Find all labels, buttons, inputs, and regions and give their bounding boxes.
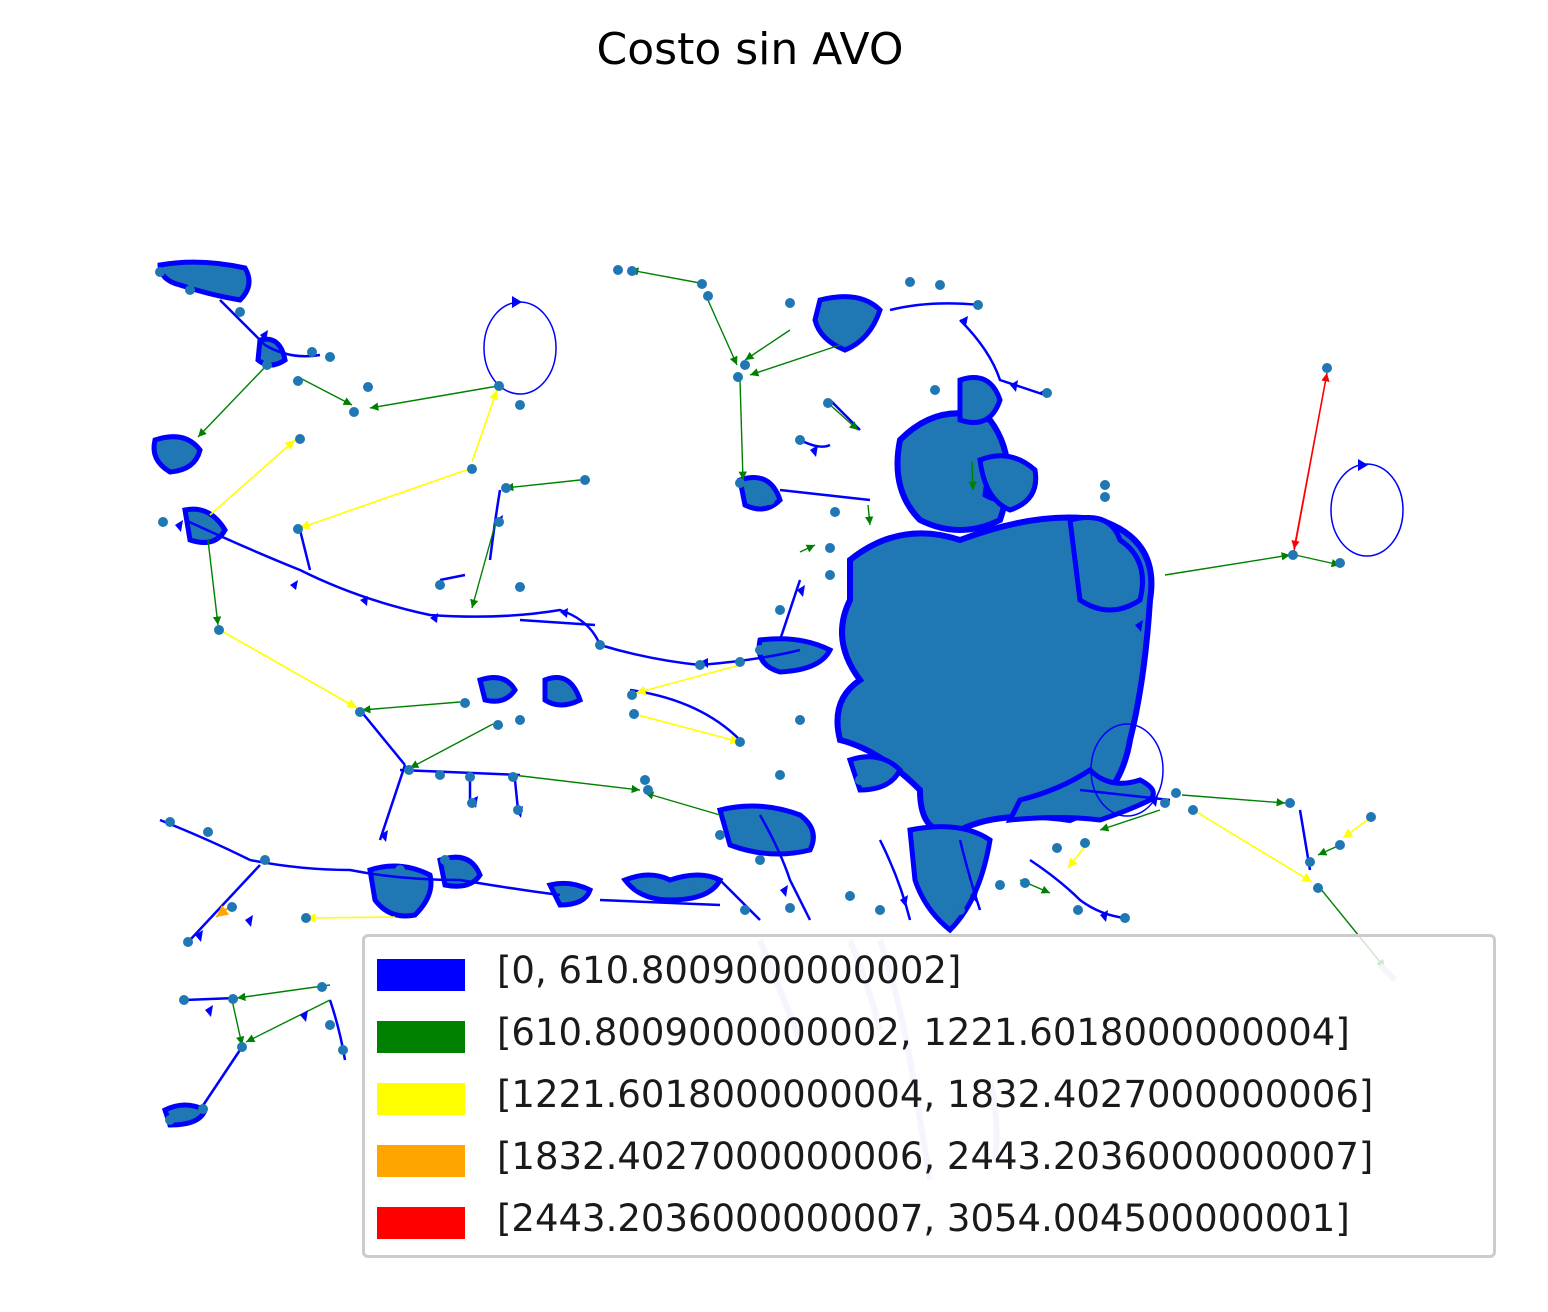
self-loop (1090, 723, 1164, 817)
nodes (155, 265, 1376, 1125)
legend-swatch (377, 1083, 465, 1115)
legend-swatch (377, 959, 465, 991)
legend: [0, 610.8009000000002] [610.800900000000… (362, 934, 1496, 1258)
green-edges (197, 267, 1386, 1046)
legend-label: [0, 610.8009000000002] (497, 949, 962, 992)
self-loop (1330, 463, 1404, 557)
legend-swatch (377, 1021, 465, 1053)
self-loop (483, 301, 557, 395)
red-edges (1291, 372, 1330, 553)
legend-label: [2443.2036000000007, 3054.004500000001] (497, 1197, 1350, 1240)
legend-swatch (377, 1207, 465, 1239)
legend-label: [1832.4027000000006, 2443.2036000000007] (497, 1135, 1374, 1178)
legend-label: [610.8009000000002, 1221.6018000000004] (497, 1011, 1350, 1054)
legend-swatch (377, 1145, 465, 1177)
chart-title: Costo sin AVO (596, 24, 904, 75)
core-cluster (151, 259, 1156, 1128)
legend-label: [1221.6018000000004, 1832.4027000000006] (497, 1073, 1374, 1116)
